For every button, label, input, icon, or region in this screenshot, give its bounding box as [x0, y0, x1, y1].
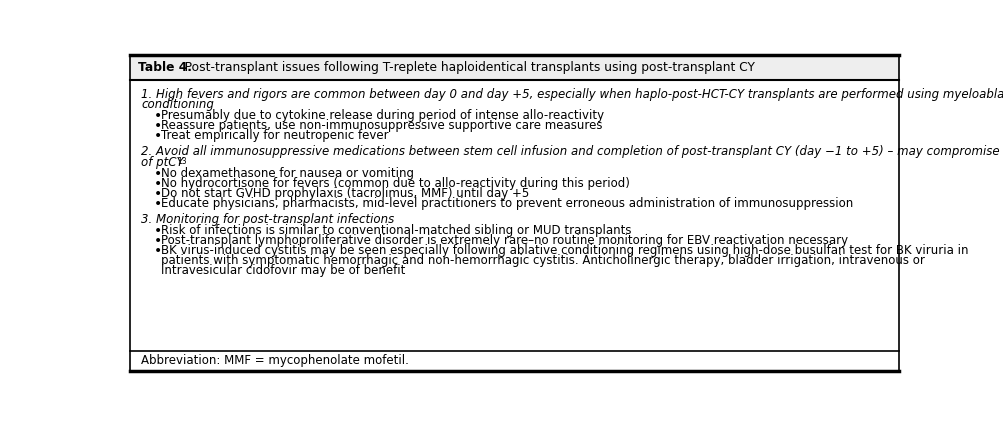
- Text: 13: 13: [178, 157, 187, 166]
- Text: Post-transplant issues following T-replete haploidentical transplants using post: Post-transplant issues following T-reple…: [173, 61, 754, 74]
- Text: intravesicular cidofovir may be of benefit: intravesicular cidofovir may be of benef…: [161, 264, 405, 277]
- Text: •: •: [153, 244, 161, 258]
- Text: Risk of infections is similar to conventional-matched sibling or MUD transplants: Risk of infections is similar to convent…: [161, 224, 631, 237]
- Text: No dexamethasone for nausea or vomiting: No dexamethasone for nausea or vomiting: [161, 167, 414, 180]
- Text: BK virus-induced cystitis may be seen especially following ablative conditioning: BK virus-induced cystitis may be seen es…: [161, 244, 968, 257]
- Text: •: •: [153, 167, 161, 181]
- Text: Educate physicians, pharmacists, mid-level practitioners to prevent erroneous ad: Educate physicians, pharmacists, mid-lev…: [161, 197, 853, 210]
- Text: 1. High fevers and rigors are common between day 0 and day +5, especially when h: 1. High fevers and rigors are common bet…: [140, 88, 1003, 100]
- Text: •: •: [153, 119, 161, 133]
- Text: •: •: [153, 224, 161, 238]
- Text: Do not start GVHD prophylaxis (tacrolimus, MMF) until day +5: Do not start GVHD prophylaxis (tacrolimu…: [161, 187, 529, 200]
- Text: 2. Avoid all immunosuppressive medications between stem cell infusion and comple: 2. Avoid all immunosuppressive medicatio…: [140, 145, 1003, 158]
- Text: 3. Monitoring for post-transplant infections: 3. Monitoring for post-transplant infect…: [140, 213, 394, 226]
- Text: conditioning: conditioning: [140, 98, 214, 111]
- Text: •: •: [153, 109, 161, 123]
- Text: Presumably due to cytokine release during period of intense allo-reactivity: Presumably due to cytokine release durin…: [161, 109, 604, 122]
- Text: •: •: [153, 177, 161, 191]
- Text: Post-transplant lymphoproliferative disorder is extremely rare–no routine monito: Post-transplant lymphoproliferative diso…: [161, 234, 848, 247]
- Text: •: •: [153, 129, 161, 143]
- Text: patients with symptomatic hemorrhagic and non-hemorrhagic cystitis. Anticholiner: patients with symptomatic hemorrhagic an…: [161, 254, 924, 267]
- Text: •: •: [153, 234, 161, 248]
- Text: Reassure patients, use non-immunosuppressive supportive care measures: Reassure patients, use non-immunosuppres…: [161, 119, 602, 132]
- Text: •: •: [153, 187, 161, 201]
- Text: Abbreviation: MMF = mycophenolate mofetil.: Abbreviation: MMF = mycophenolate mofeti…: [140, 354, 408, 367]
- Bar: [130, 55, 898, 80]
- Text: Table 4.: Table 4.: [137, 61, 192, 74]
- Text: of ptCY: of ptCY: [140, 156, 184, 169]
- Text: Treat empirically for neutropenic fever: Treat empirically for neutropenic fever: [161, 129, 388, 142]
- Text: No hydrocortisone for fevers (common due to allo-reactivity during this period): No hydrocortisone for fevers (common due…: [161, 177, 630, 190]
- Text: •: •: [153, 197, 161, 211]
